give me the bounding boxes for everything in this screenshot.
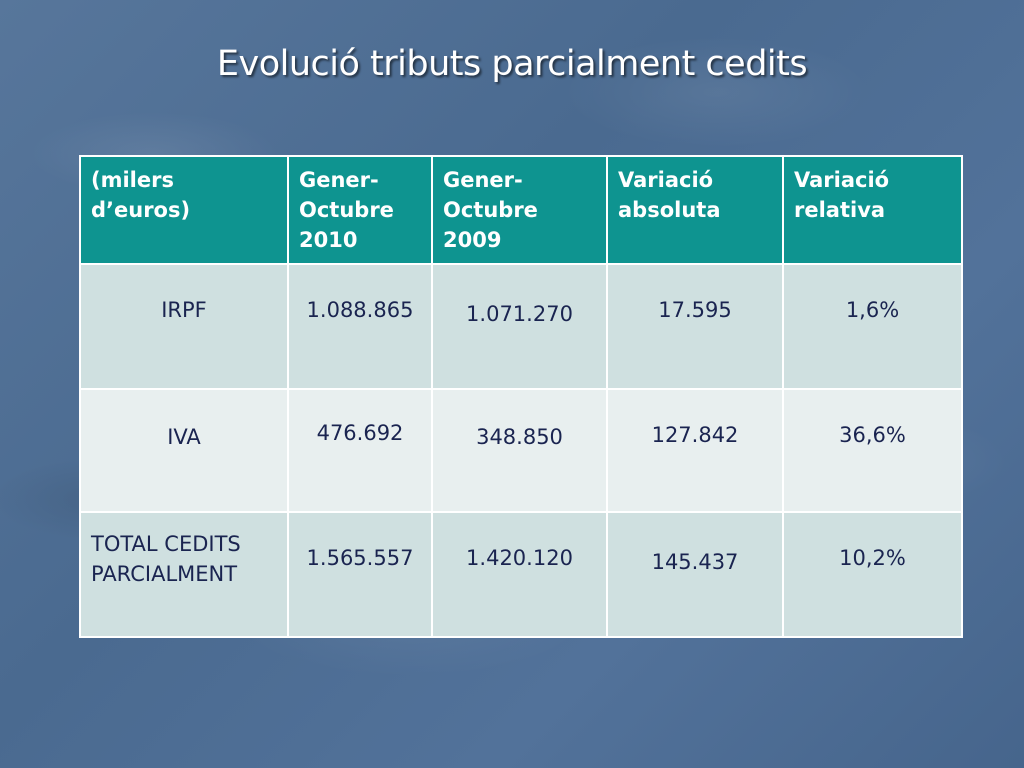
value-abs: 145.437 <box>606 511 784 638</box>
header-2009: Gener-Octubre 2009 <box>431 155 608 265</box>
header-abs-variation: Variació absoluta <box>606 155 784 265</box>
value-rel: 10,2% <box>782 511 963 638</box>
header-2010: Gener-Octubre 2010 <box>287 155 433 265</box>
value-rel: 1,6% <box>782 263 963 390</box>
header-units: (milers d’euros) <box>79 155 289 265</box>
table-header-row: (milers d’euros) Gener-Octubre 2010 Gene… <box>79 155 963 265</box>
row-label: IRPF <box>79 263 289 390</box>
tax-table: (milers d’euros) Gener-Octubre 2010 Gene… <box>79 155 963 638</box>
table-row: IRPF 1.088.865 1.071.270 17.595 1,6% <box>79 263 963 390</box>
table-row: TOTAL CEDITS PARCIALMENT 1.565.557 1.420… <box>79 511 963 638</box>
value-abs: 127.842 <box>606 388 784 513</box>
value-abs: 17.595 <box>606 263 784 390</box>
value-2009: 1.071.270 <box>431 263 608 390</box>
row-label: IVA <box>79 388 289 513</box>
value-rel: 36,6% <box>782 388 963 513</box>
value-2010: 476.692 <box>287 388 433 513</box>
table-row: IVA 476.692 348.850 127.842 36,6% <box>79 388 963 513</box>
row-label: TOTAL CEDITS PARCIALMENT <box>79 511 289 638</box>
slide-title: Evolució tributs parcialment cedits <box>216 44 808 84</box>
value-2010: 1.088.865 <box>287 263 433 390</box>
value-2010: 1.565.557 <box>287 511 433 638</box>
value-2009: 348.850 <box>431 388 608 513</box>
value-2009: 1.420.120 <box>431 511 608 638</box>
header-rel-variation: Variació relativa <box>782 155 963 265</box>
